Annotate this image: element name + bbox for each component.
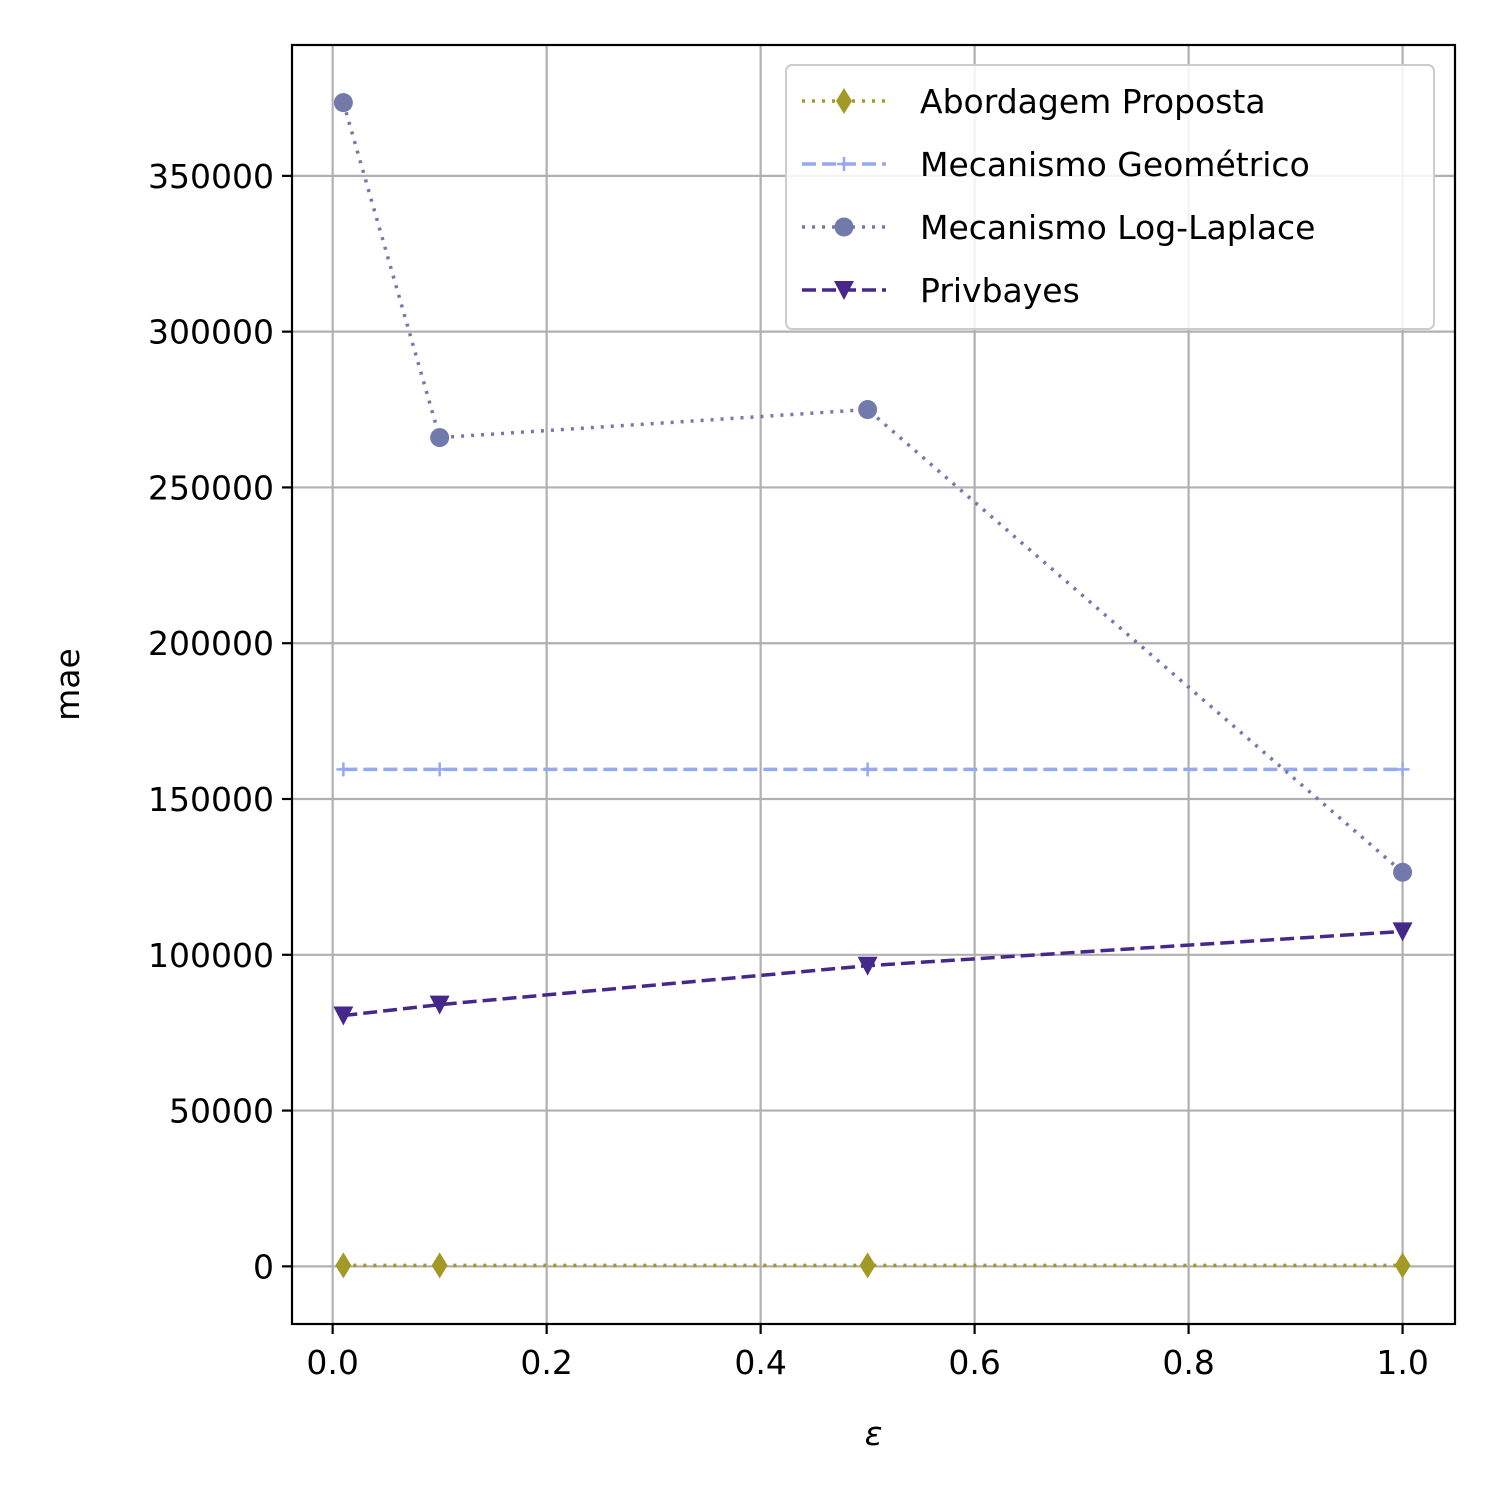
legend-entry: Mecanismo Log-Laplace — [802, 208, 1315, 247]
series-line — [341, 102, 1404, 874]
series-line — [343, 929, 1403, 1018]
legend-entry: Abordagem Proposta — [802, 82, 1266, 121]
series-mecanismo-log-laplace — [333, 93, 1413, 882]
x-tick-label: 0.0 — [306, 1343, 358, 1382]
data-point — [1392, 922, 1413, 942]
legend-label: Mecanismo Geométrico — [920, 145, 1310, 184]
data-point — [430, 428, 450, 448]
legend-marker — [834, 217, 854, 237]
x-axis-label: ε — [865, 1414, 883, 1453]
x-tick-label: 0.2 — [520, 1343, 572, 1382]
data-point — [429, 995, 450, 1015]
series-privbayes — [333, 922, 1413, 1026]
y-axis-label: mae — [48, 648, 87, 721]
x-tick-label: 0.6 — [948, 1343, 1000, 1382]
series-layer — [333, 93, 1413, 1279]
y-tick-label: 50000 — [169, 1092, 274, 1131]
data-point — [1393, 862, 1413, 882]
legend-label: Mecanismo Log-Laplace — [920, 208, 1315, 247]
x-tick-label: 0.4 — [734, 1343, 786, 1382]
legend-marker — [837, 157, 851, 171]
legend-label: Abordagem Proposta — [920, 82, 1266, 121]
y-tick-label: 100000 — [148, 936, 274, 975]
legend-marker — [834, 281, 854, 300]
legend-label: Privbayes — [920, 271, 1080, 310]
legend-box — [785, 64, 1435, 330]
series-mecanismo-geom-trico — [336, 762, 1410, 777]
legend-entry: Mecanismo Geométrico — [802, 145, 1310, 184]
y-tick-label: 200000 — [148, 624, 274, 663]
axis-ticks: 0.0 0.2 0.4 0.6 0.8 1.0 0 50000 100000 150000 2000… — [148, 157, 1429, 1382]
legend: Abordagem Proposta Mecanismo Geométrico Me… — [785, 64, 1435, 330]
data-point — [859, 1252, 876, 1279]
y-tick-label: 150000 — [148, 780, 274, 819]
x-tick-label: 0.8 — [1162, 1343, 1214, 1382]
data-point — [431, 1252, 448, 1279]
series-abordagem-proposta — [335, 1252, 1411, 1279]
y-tick-label: 300000 — [148, 313, 274, 352]
y-tick-label: 350000 — [148, 157, 274, 196]
data-point — [333, 1006, 354, 1026]
y-tick-label: 0 — [253, 1247, 274, 1286]
legend-marker — [836, 88, 852, 114]
data-point — [333, 93, 353, 113]
data-point — [1394, 1252, 1411, 1279]
data-point — [335, 1252, 352, 1279]
data-point — [858, 400, 878, 420]
data-point — [857, 956, 878, 976]
data-point — [336, 762, 351, 777]
x-tick-label: 1.0 — [1376, 1343, 1428, 1382]
data-point — [1395, 762, 1410, 777]
y-tick-label: 250000 — [148, 468, 274, 507]
plot-frame — [290, 43, 1457, 1326]
data-point — [432, 762, 447, 777]
legend-entry: Privbayes — [802, 271, 1080, 310]
data-point — [860, 762, 875, 777]
